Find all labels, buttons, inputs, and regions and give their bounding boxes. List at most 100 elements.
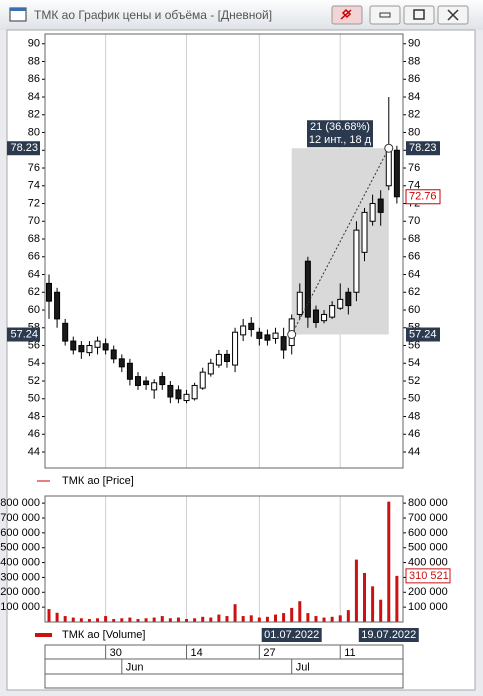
- measure-level-bg: [7, 327, 40, 342]
- volume-bar: [265, 616, 269, 622]
- y-tick-label-right: 800 000: [408, 497, 448, 509]
- y-tick-label-left: 400 000: [0, 556, 40, 568]
- candle-body: [70, 340, 77, 351]
- measure-level-right: 78.23: [409, 142, 437, 154]
- y-tick-label-left: 800 000: [0, 497, 40, 509]
- y-tick-label-left: 50: [28, 393, 40, 405]
- candle-body: [304, 260, 311, 318]
- candle-body: [126, 362, 133, 380]
- measure-box: [307, 120, 373, 148]
- y-tick-label-right: 80: [408, 126, 420, 138]
- measure-span: 12 инт., 18 д: [309, 134, 372, 146]
- volume-bar: [314, 616, 318, 622]
- volume-bar: [330, 616, 334, 622]
- volume-bar: [395, 575, 399, 622]
- volume-bar: [176, 617, 180, 622]
- volume-bar: [217, 614, 221, 622]
- y-tick-label-left: 72: [28, 197, 40, 209]
- y-tick-label-right: 90: [408, 38, 420, 50]
- cursor-date-bg: [261, 628, 322, 642]
- candle-body: [223, 353, 230, 362]
- candle-body: [151, 382, 158, 391]
- candle-body: [329, 305, 336, 318]
- y-tick-label-right: 600 000: [408, 527, 448, 539]
- candle-body: [393, 149, 400, 198]
- volume-bar: [298, 601, 302, 622]
- minimize-button[interactable]: [369, 5, 401, 25]
- link-button[interactable]: [331, 5, 363, 25]
- volume-bar: [120, 618, 124, 622]
- volume-bar: [209, 617, 213, 622]
- measure-level-bg: [406, 141, 440, 156]
- volume-bar: [112, 619, 116, 622]
- volume-bar: [387, 501, 391, 622]
- volume-bar: [71, 617, 75, 622]
- volume-bar: [379, 599, 383, 622]
- candle-body: [207, 362, 214, 375]
- day-label: 30: [110, 647, 122, 659]
- restore-button[interactable]: [403, 5, 435, 25]
- month-label: Jul: [296, 661, 310, 673]
- time-axis: [44, 644, 404, 689]
- candle-body: [46, 282, 52, 302]
- volume-bar: [338, 615, 342, 622]
- y-tick-label-right: 76: [408, 162, 420, 174]
- plot-frame: [44, 33, 404, 469]
- volume-bar: [128, 617, 132, 622]
- y-tick-label-left: 48: [28, 410, 40, 422]
- y-tick-label-left: 56: [28, 339, 40, 351]
- title-bar: [0, 0, 483, 30]
- legend-label: ТМК ао [Price]: [62, 475, 134, 487]
- day-label: 27: [263, 647, 275, 659]
- y-tick-label-right: 50: [408, 393, 420, 405]
- y-tick-label-left: 44: [28, 446, 40, 458]
- candle-body: [248, 322, 255, 331]
- candle-body: [159, 376, 166, 386]
- candle-body: [86, 345, 93, 354]
- y-tick-label-right: 60: [408, 304, 420, 316]
- y-tick-label-left: 66: [28, 251, 40, 263]
- y-tick-label-left: 64: [28, 268, 40, 280]
- cursor-date: 01.07.2022: [264, 629, 319, 641]
- candle-body: [264, 334, 271, 341]
- y-tick-label-left: 62: [28, 286, 40, 298]
- volume-bar: [144, 618, 148, 622]
- y-tick-label-left: 88: [28, 55, 40, 67]
- cursor-date: 19.07.2022: [361, 629, 416, 641]
- measure-change: 21 (36.68%): [310, 121, 370, 133]
- y-tick-label-right: 74: [408, 180, 420, 192]
- volume-bar: [79, 618, 83, 622]
- volume-bar: [371, 586, 375, 622]
- candle-body: [280, 336, 287, 351]
- y-tick-label-right: 400 000: [408, 556, 448, 568]
- charts: 4444464648485050525254545656585860606262…: [0, 33, 451, 689]
- plot-area: [45, 496, 403, 622]
- volume-bar: [346, 610, 350, 622]
- candle-body: [54, 291, 61, 320]
- close-button[interactable]: [437, 5, 469, 25]
- window-icon: [9, 7, 27, 22]
- y-tick-label-left: 68: [28, 233, 40, 245]
- candle-body: [369, 203, 376, 222]
- y-tick-label-left: 80: [28, 126, 40, 138]
- volume-bar: [282, 613, 286, 622]
- y-tick-label-left: 82: [28, 109, 40, 121]
- volume-bar: [87, 619, 91, 622]
- measure-line: [291, 147, 390, 335]
- last-price: 72.76: [409, 191, 437, 203]
- candle-body: [240, 325, 247, 336]
- y-tick-label-right: 86: [408, 73, 420, 85]
- candle-body: [143, 380, 150, 386]
- measure-start: [287, 330, 297, 340]
- volume-bar: [249, 615, 253, 622]
- candle-body: [175, 389, 182, 400]
- measure-level-left: 78.23: [10, 142, 38, 154]
- candle-body: [78, 345, 85, 353]
- candle-body: [199, 371, 206, 389]
- legend-label: ТМК ао [Volume]: [62, 629, 145, 641]
- candle-body: [232, 331, 239, 366]
- cursor-date-bg: [358, 628, 419, 642]
- y-tick-label-left: 52: [28, 375, 40, 387]
- y-tick-label-left: 60: [28, 304, 40, 316]
